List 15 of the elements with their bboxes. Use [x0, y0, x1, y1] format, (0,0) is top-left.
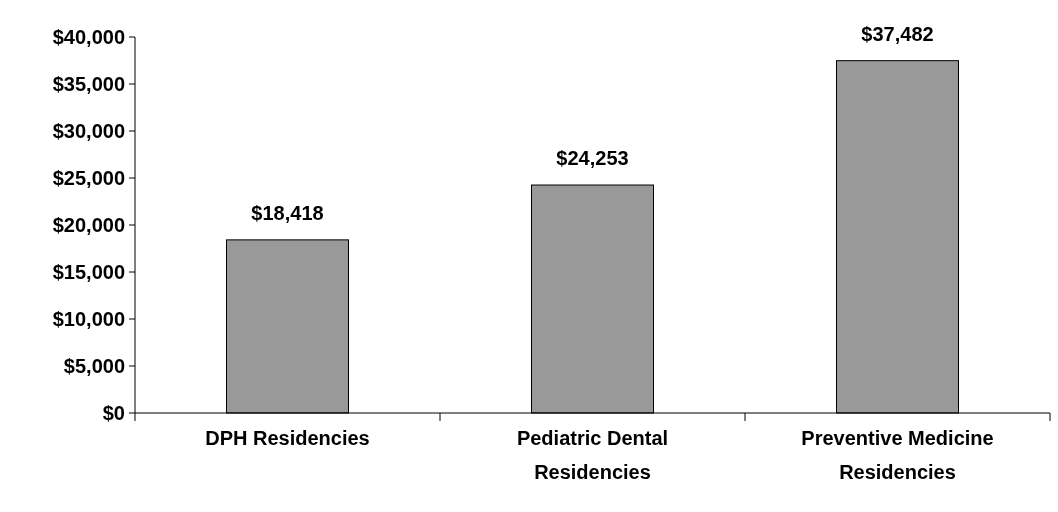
x-tick-label: Pediatric Dental Residencies [516, 427, 669, 483]
y-tick-label: $40,000 [52, 26, 125, 48]
data-label: $18,418 [251, 201, 324, 224]
y-tick-label: $30,000 [52, 120, 125, 142]
data-label: $37,482 [861, 22, 934, 45]
x-tick-label: Preventive Medicine Residencies [801, 427, 994, 483]
y-tick-label: $20,000 [52, 214, 125, 236]
y-tick-label: $0 [102, 402, 125, 424]
data-label: $24,253 [556, 147, 629, 170]
x-tick-label: DPH Residencies [205, 427, 370, 449]
y-tick-label: $35,000 [52, 73, 125, 95]
y-tick-label: $15,000 [52, 261, 125, 283]
y-tick-label: $10,000 [52, 308, 125, 330]
y-tick-label: $25,000 [52, 167, 125, 189]
y-tick-label: $5,000 [63, 355, 125, 377]
